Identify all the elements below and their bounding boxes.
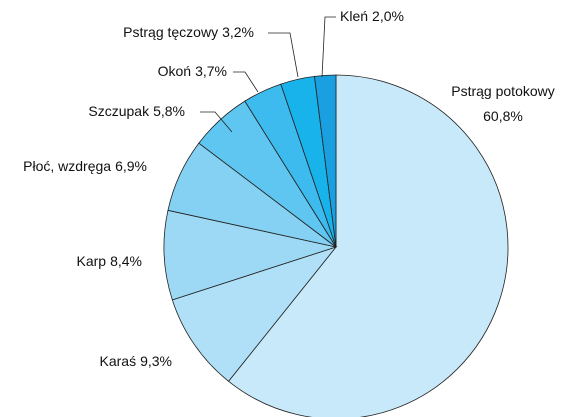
slice-value: 3,7% <box>195 63 227 79</box>
slice-category: Karaś <box>100 353 137 369</box>
slice-label: Karp 8,4% <box>77 253 143 269</box>
slice-category: Pstrąg tęczowy <box>123 24 218 40</box>
slice-label: Karaś 9,3% <box>100 353 173 369</box>
slice-value: 2,0% <box>372 8 404 24</box>
slice-category: Karp <box>77 253 107 269</box>
slice-label: Szczupak 5,8% <box>88 103 185 119</box>
slice-value: 3,2% <box>222 24 254 40</box>
slice-category: Pstrąg potokowy <box>451 83 555 99</box>
slice-category: Szczupak <box>88 103 150 119</box>
slice-category: Płoć, wzdręga <box>23 158 111 174</box>
slice-label: Pstrąg tęczowy 3,2% <box>123 24 254 40</box>
slice-value: 60,8% <box>483 108 523 124</box>
leader-line <box>321 16 336 78</box>
leader-line <box>268 32 299 78</box>
slice-value: 9,3% <box>140 353 172 369</box>
leader-line <box>233 71 259 93</box>
slice-label: Kleń 2,0% <box>340 8 404 24</box>
slice-label: Pstrąg potokowy 60,8% <box>451 83 555 124</box>
slice-value: 8,4% <box>110 253 142 269</box>
pie-slice <box>171 246 338 382</box>
slice-label: Płoć, wzdręga 6,9% <box>23 158 147 174</box>
pie-slice <box>163 209 338 301</box>
slice-category: Kleń <box>340 8 368 24</box>
pie-slice <box>227 74 509 417</box>
leader-line <box>200 111 233 133</box>
slice-value: 5,8% <box>153 103 185 119</box>
slice-value: 6,9% <box>115 158 147 174</box>
pie-slice <box>314 74 337 248</box>
slice-label: Okoń 3,7% <box>158 63 227 79</box>
slice-category: Okoń <box>158 63 191 79</box>
